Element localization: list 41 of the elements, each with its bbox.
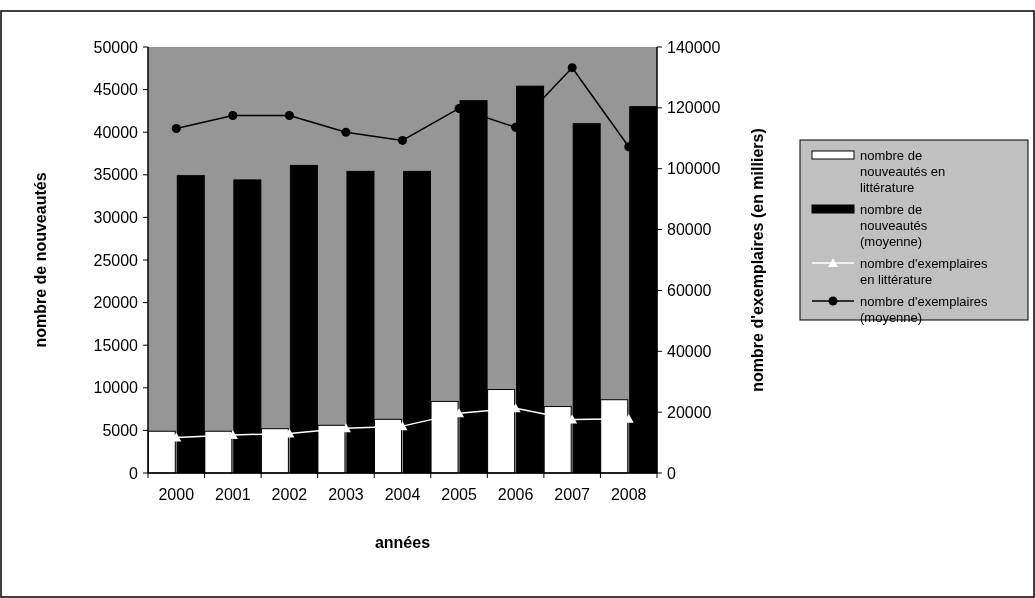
y-axis-title: nombre de nouveautés [32, 172, 49, 348]
x-tick-label: 2005 [441, 486, 477, 503]
legend-label: nombre de nouveautés en littérature [860, 148, 946, 195]
y-tick-label: 35000 [93, 166, 139, 184]
legend-label: nombre d'exemplaires en littérature [860, 256, 988, 287]
y-tick-label: 15000 [93, 336, 139, 354]
y2-tick-label: 100000 [667, 160, 721, 178]
x-tick-label: 2003 [328, 486, 364, 503]
x-tick-label: 2006 [497, 486, 534, 503]
x-tick-label: 2007 [554, 486, 591, 503]
y-tick-label: 45000 [93, 81, 139, 99]
x-tick-label: 2002 [271, 486, 308, 503]
x-axis-title: années [374, 534, 431, 551]
point [398, 135, 407, 145]
x-tick-label: 2000 [158, 486, 195, 503]
legend-label: nombre d'exemplaires (moyenne) [860, 294, 988, 325]
point [341, 127, 351, 137]
point [228, 110, 238, 120]
y-tick-label: 0 [129, 464, 139, 482]
y-tick-label: 20000 [93, 294, 139, 312]
y2-tick-label: 80000 [667, 221, 712, 239]
y-tick-label: 30000 [93, 209, 139, 226]
legend-label: nombre de nouveautés (moyenne) [860, 202, 928, 249]
y2-tick-label: 40000 [667, 342, 712, 360]
point [567, 63, 577, 73]
y-tick-label: 5000 [102, 422, 139, 439]
y2-axis-title: nombre d'exemplaires (en milliers) [749, 128, 766, 392]
y2-tick-label: 20000 [667, 403, 712, 421]
y2-tick-label: 60000 [667, 282, 712, 300]
y2-tick-label: 120000 [667, 99, 721, 117]
y2-tick-label: 0 [667, 464, 676, 482]
y-tick-label: 50000 [93, 38, 139, 56]
y-tick-label: 10000 [93, 379, 139, 397]
y-tick-label: 25000 [93, 251, 139, 269]
x-tick-label: 2001 [215, 486, 251, 503]
y-tick-label: 40000 [93, 123, 139, 141]
point [284, 110, 294, 120]
x-tick-label: 2008 [610, 486, 647, 503]
point [171, 124, 181, 134]
x-tick-label: 2004 [384, 486, 421, 503]
y2-tick-label: 140000 [667, 38, 721, 56]
